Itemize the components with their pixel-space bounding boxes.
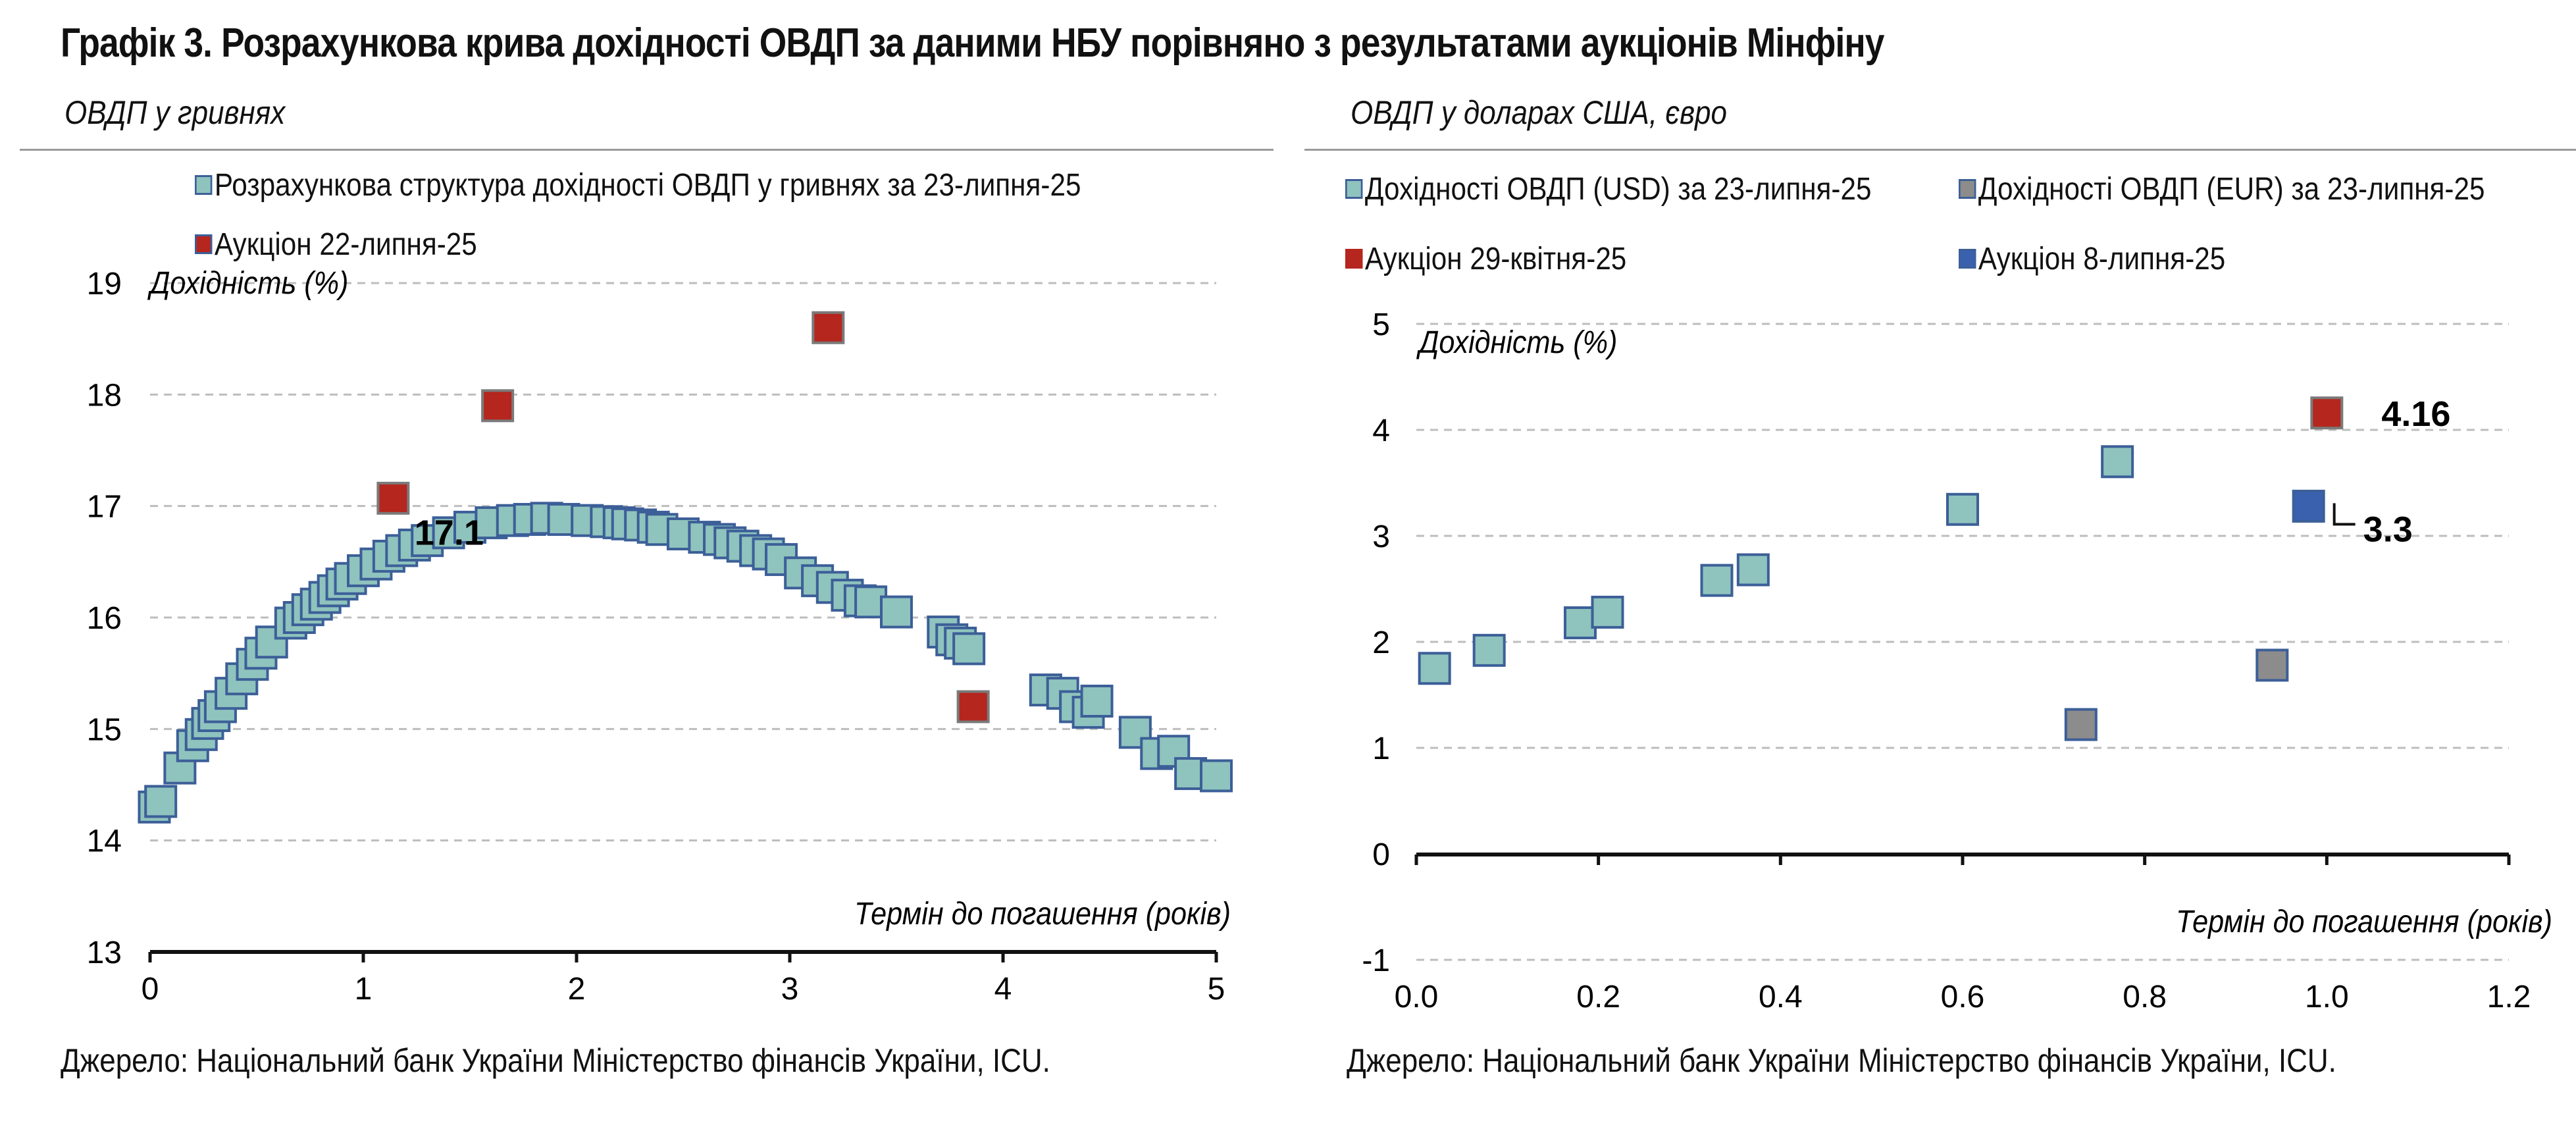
data-point-series-0 bbox=[1591, 595, 1624, 629]
x-tick-label: 0 bbox=[142, 972, 159, 1007]
data-point-series-2 bbox=[2310, 396, 2344, 430]
legend-swatch-teal bbox=[1345, 179, 1363, 199]
left-legend-label-auction: Аукціон 22-липня-25 bbox=[214, 226, 477, 262]
legend-swatch-blue bbox=[1959, 249, 1976, 269]
x-tick-label: 0.2 bbox=[1576, 980, 1620, 1014]
y-tick-label: -1 bbox=[1362, 943, 1390, 978]
data-point-series-0 bbox=[1946, 492, 1979, 526]
data-point-series-0 bbox=[144, 785, 178, 818]
data-point-series-1 bbox=[811, 311, 845, 344]
data-point-series-1 bbox=[2255, 648, 2289, 682]
y-tick-label: 15 bbox=[87, 712, 122, 747]
legend-swatch-grey bbox=[1959, 179, 1976, 199]
left-panel-subtitle: ОВДП у гривнях bbox=[64, 94, 286, 131]
data-point-series-3 bbox=[2292, 489, 2325, 523]
x-tick-label: 0.0 bbox=[1395, 980, 1439, 1014]
legend-swatch-red bbox=[195, 234, 213, 254]
right-panel-subtitle: ОВДП у доларах США, євро bbox=[1351, 94, 1727, 131]
right-legend-label-usd: Дохідності ОВДП (USD) за 23-липня-25 bbox=[1364, 171, 1872, 207]
y-tick-label: 5 bbox=[1372, 307, 1390, 342]
right-legend-item-eur: Дохідності ОВДП (EUR) за 23-липня-25 bbox=[1959, 170, 2485, 208]
x-tick-label: 1 bbox=[355, 972, 373, 1007]
x-tick-label: 5 bbox=[1208, 972, 1225, 1007]
data-label-leader bbox=[2332, 503, 2356, 526]
data-point-series-0 bbox=[1564, 606, 1597, 640]
y-tick-label: 0 bbox=[1372, 837, 1390, 872]
y-tick-label: 2 bbox=[1372, 625, 1390, 660]
right-legend-item-usd: Дохідності ОВДП (USD) за 23-липня-25 bbox=[1345, 170, 1871, 208]
x-axis-title: Термін до погашення (років) bbox=[2176, 904, 2552, 939]
data-point-series-0 bbox=[1418, 652, 1451, 685]
right-legend-label-auction-july: Аукціон 8-липня-25 bbox=[1978, 241, 2226, 276]
right-legend-item-auction-july: Аукціон 8-липня-25 bbox=[1959, 240, 2225, 278]
y-tick-label: 4 bbox=[1372, 413, 1390, 448]
data-point-series-1 bbox=[2064, 708, 2098, 741]
data-point-series-0 bbox=[880, 595, 913, 629]
left-source-note: Джерело: Національний банк України Мініс… bbox=[61, 1042, 1050, 1079]
figure-title: Графік 3. Розрахункова крива дохідності … bbox=[61, 20, 1884, 66]
data-point-series-1 bbox=[376, 481, 410, 515]
x-tick-label: 1.0 bbox=[2305, 980, 2349, 1014]
left-legend-item-auction: Аукціон 22-липня-25 bbox=[195, 225, 477, 263]
data-point-series-0 bbox=[1472, 633, 1506, 667]
data-point-series-0 bbox=[952, 632, 986, 666]
data-point-series-0 bbox=[1700, 564, 1734, 597]
data-point-series-0 bbox=[1200, 759, 1233, 793]
right-legend-item-auction-april: Аукціон 29-квітня-25 bbox=[1345, 240, 1626, 278]
y-tick-label: 17 bbox=[87, 490, 122, 525]
y-tick-label: 13 bbox=[87, 935, 122, 970]
x-tick-label: 2 bbox=[568, 972, 586, 1007]
left-legend-item-curve: Розрахункова структура дохідності ОВДП у… bbox=[195, 166, 1081, 204]
data-label: 4.16 bbox=[2381, 394, 2450, 434]
y-tick-label: 19 bbox=[87, 267, 122, 302]
data-point-series-0 bbox=[1080, 685, 1114, 718]
data-point-series-0 bbox=[1736, 553, 1770, 587]
y-tick-label: 1 bbox=[1372, 731, 1390, 766]
legend-swatch-teal bbox=[195, 175, 213, 195]
x-tick-label: 0.6 bbox=[1941, 980, 1985, 1014]
right-legend-label-eur: Дохідності ОВДП (EUR) за 23-липня-25 bbox=[1978, 171, 2485, 207]
x-tick-label: 0.8 bbox=[2123, 980, 2167, 1014]
right-panel-divider bbox=[1304, 149, 2576, 151]
x-tick-label: 0.4 bbox=[1759, 980, 1803, 1014]
y-axis-title: Дохідність (%) bbox=[147, 265, 348, 301]
y-tick-label: 18 bbox=[87, 378, 122, 413]
legend-swatch-red bbox=[1345, 249, 1363, 269]
data-point-series-1 bbox=[956, 690, 990, 723]
data-point-series-0 bbox=[255, 625, 288, 659]
data-label: 3.3 bbox=[2363, 510, 2413, 549]
y-tick-label: 14 bbox=[87, 824, 122, 859]
y-tick-label: 16 bbox=[87, 601, 122, 636]
left-panel-divider bbox=[20, 149, 1274, 151]
right-source-note: Джерело: Національний банк України Мініс… bbox=[1347, 1042, 2336, 1079]
right-legend-label-auction-april: Аукціон 29-квітня-25 bbox=[1364, 241, 1627, 276]
x-tick-label: 4 bbox=[994, 972, 1012, 1007]
x-axis-title: Термін до погашення (років) bbox=[854, 896, 1231, 932]
x-tick-label: 3 bbox=[781, 972, 799, 1007]
left-legend-label-curve: Розрахункова структура дохідності ОВДП у… bbox=[214, 167, 1081, 203]
x-tick-label: 1.2 bbox=[2487, 980, 2531, 1014]
y-tick-label: 3 bbox=[1372, 519, 1390, 554]
y-axis-title: Дохідність (%) bbox=[1416, 325, 1617, 360]
data-point-series-0 bbox=[2101, 445, 2134, 479]
data-point-series-1 bbox=[481, 389, 515, 423]
data-label: 17.1 bbox=[415, 513, 484, 552]
